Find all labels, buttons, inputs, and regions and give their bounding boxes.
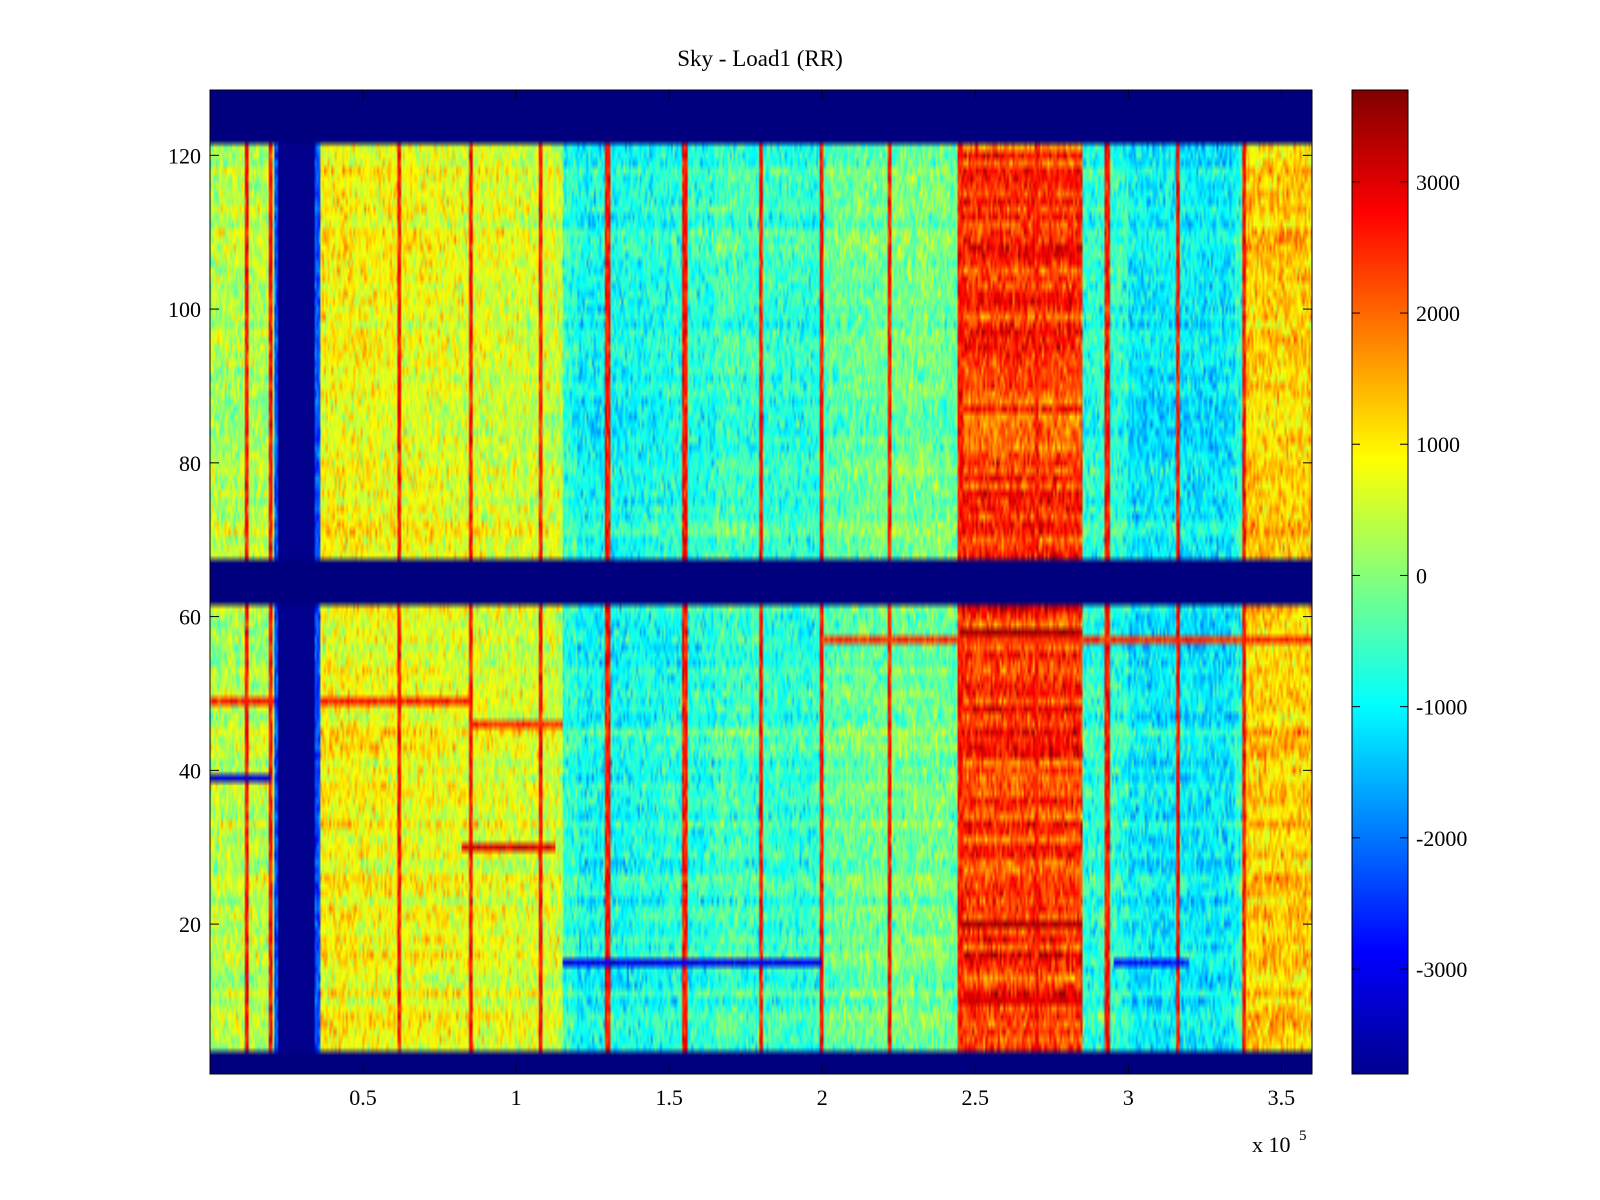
y-tick-label: 80 — [179, 451, 201, 476]
x-tick-label: 3 — [1123, 1085, 1134, 1110]
colorbar-tick-label: 1000 — [1416, 432, 1460, 457]
colorbar-tick-label: -3000 — [1416, 957, 1467, 982]
y-tick-label: 40 — [179, 758, 201, 783]
x-tick-label: 0.5 — [349, 1085, 377, 1110]
y-tick-label: 120 — [168, 143, 201, 168]
x-exponent-power: 5 — [1299, 1128, 1307, 1144]
x-tick-label: 1 — [511, 1085, 522, 1110]
x-tick-label: 2.5 — [962, 1085, 990, 1110]
colorbar-tick-label: -1000 — [1416, 695, 1467, 720]
y-axis-ticks: 20 40 60 80 100 120 — [168, 143, 1312, 937]
x-axis-ticks: 0.5 1 1.5 2 2.5 3 3.5 — [349, 90, 1295, 1110]
y-tick-label: 20 — [179, 912, 201, 937]
colorbar-tick-label: -2000 — [1416, 826, 1467, 851]
colorbar: 3000 2000 1000 0 -1000 -2000 -3000 — [1351, 89, 1467, 1075]
colorbar-tick-label: 3000 — [1416, 170, 1460, 195]
y-tick-label: 60 — [179, 605, 201, 630]
y-tick-label: 100 — [168, 297, 201, 322]
colorbar-tick-label: 2000 — [1416, 301, 1460, 326]
x-tick-label: 1.5 — [655, 1085, 683, 1110]
chart-title: Sky - Load1 (RR) — [677, 46, 842, 71]
plot-area: 0.5 1 1.5 2 2.5 3 3.5 20 40 60 80 100 120 — [168, 89, 1313, 1110]
x-tick-label: 2 — [817, 1085, 828, 1110]
x-exponent-base: x 10 — [1252, 1132, 1291, 1157]
colorbar-gradient — [1351, 89, 1409, 1075]
heatmap-image — [210, 90, 1312, 1074]
colorbar-ticks: 3000 2000 1000 0 -1000 -2000 -3000 — [1352, 170, 1467, 982]
colorbar-tick-label: 0 — [1416, 563, 1427, 588]
x-axis-exponent: x 10 5 — [1252, 1128, 1307, 1157]
plot-frame — [209, 89, 1313, 1075]
x-tick-label: 3.5 — [1268, 1085, 1296, 1110]
